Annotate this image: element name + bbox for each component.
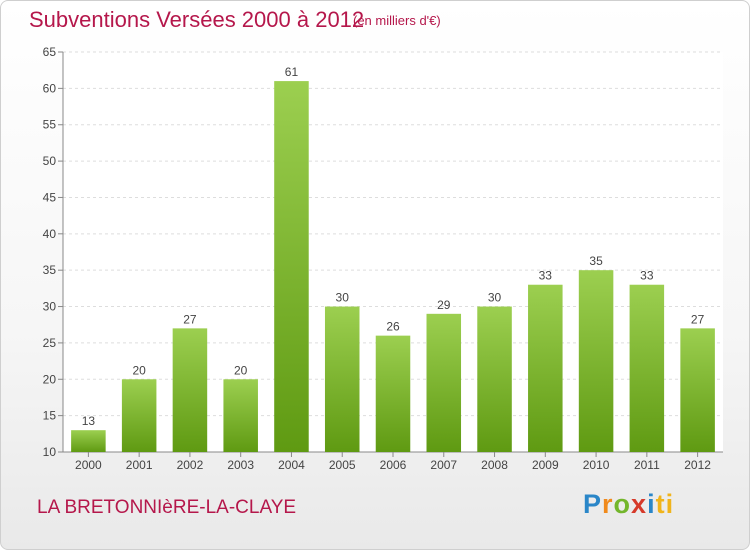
x-tick-label-2007: 2007 — [430, 458, 457, 472]
bar-2001 — [121, 379, 157, 452]
data-label-2004: 61 — [285, 65, 299, 79]
x-tick-label-2010: 2010 — [583, 458, 610, 472]
x-tick-label-2005: 2005 — [329, 458, 356, 472]
bar-2009 — [528, 284, 563, 452]
commune-name: LA BRETONNIèRE-LA-CLAYE — [37, 497, 297, 518]
chart-subtitle: (en milliers d'€) — [353, 13, 441, 28]
y-tick-label: 25 — [43, 336, 57, 350]
y-tick-label: 50 — [43, 154, 57, 168]
x-tick-label-2011: 2011 — [634, 458, 660, 472]
bar-2011 — [629, 284, 665, 452]
x-tick-label-2002: 2002 — [177, 458, 204, 472]
bar-2006 — [375, 335, 411, 452]
bar-2008 — [477, 306, 512, 452]
x-tick-label-2012: 2012 — [684, 458, 711, 472]
x-tick-label-2008: 2008 — [481, 458, 508, 472]
y-tick-label: 30 — [43, 300, 57, 314]
x-tick-label-2000: 2000 — [75, 458, 102, 472]
bar-2005 — [324, 306, 360, 452]
bar-2000 — [71, 430, 106, 452]
bar-2012 — [680, 328, 715, 452]
data-label-2007: 29 — [437, 298, 451, 312]
data-label-2011: 33 — [640, 269, 654, 283]
bar-2007 — [426, 313, 462, 452]
chart-title: Subventions Versées 2000 à 2012 — [29, 7, 365, 32]
x-tick-label-2001: 2001 — [126, 458, 153, 472]
data-label-2006: 26 — [386, 320, 400, 334]
data-label-2002: 27 — [183, 312, 197, 326]
bar-2010 — [578, 270, 614, 452]
y-tick-label: 40 — [43, 227, 57, 241]
data-label-2008: 30 — [488, 291, 502, 305]
y-tick-label: 65 — [43, 45, 57, 59]
y-tick-label: 15 — [43, 409, 57, 423]
data-label-2009: 33 — [539, 269, 553, 283]
data-label-2010: 35 — [589, 254, 603, 268]
proxiti-logo: Proxiti — [583, 489, 675, 519]
y-tick-label: 60 — [43, 81, 57, 95]
data-label-2003: 20 — [234, 363, 248, 377]
y-tick-label: 35 — [43, 263, 57, 277]
bar-2003 — [223, 379, 258, 452]
bar-2004 — [274, 81, 309, 452]
data-label-2012: 27 — [691, 312, 705, 326]
y-tick-label: 10 — [43, 445, 57, 459]
x-tick-label-2006: 2006 — [380, 458, 407, 472]
bar-2002 — [172, 328, 208, 452]
data-label-2001: 20 — [132, 363, 146, 377]
x-tick-label-2003: 2003 — [227, 458, 254, 472]
y-tick-label: 20 — [43, 372, 57, 386]
y-tick-label: 45 — [43, 190, 57, 204]
data-label-2000: 13 — [82, 414, 96, 428]
data-label-2005: 30 — [336, 291, 350, 305]
y-tick-label: 55 — [43, 118, 57, 132]
x-tick-label-2009: 2009 — [532, 458, 559, 472]
x-tick-label-2004: 2004 — [278, 458, 305, 472]
